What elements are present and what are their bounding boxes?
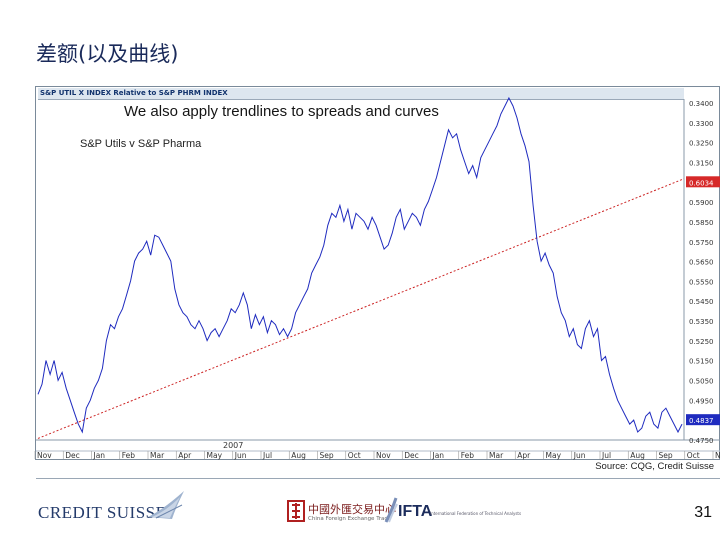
x-tick-label: May: [546, 451, 562, 460]
x-tick-label: Aug: [291, 451, 306, 460]
y-tick-label: 0.5150: [689, 358, 714, 366]
y-value-flag: [686, 176, 720, 188]
x-tick-label: Feb: [122, 451, 136, 460]
page-number: 31: [694, 504, 712, 521]
y-tick-label: 0.4837: [689, 417, 714, 425]
y-tick-label: 0.5550: [689, 278, 714, 286]
y-tick-label: 0.3300: [689, 120, 714, 128]
y-tick-label: 0.4750: [689, 437, 714, 445]
chart-frame: [35, 86, 720, 460]
ifta-mark-icon: [384, 497, 398, 523]
x-tick-label: Jan: [93, 451, 106, 460]
x-tick-label: Jan: [432, 451, 445, 460]
x-tick-label: Apr: [178, 451, 192, 460]
x-tick-label: Dec: [404, 451, 419, 460]
x-tick-label: Jul: [262, 451, 272, 460]
x-tick-label: May: [207, 451, 223, 460]
x-tick-label: N: [715, 451, 720, 460]
x-tick-label: Feb: [461, 451, 475, 460]
chart-header-bar: [38, 88, 684, 100]
x-tick-label: Apr: [517, 451, 531, 460]
y-tick-label: 0.3150: [689, 159, 714, 167]
y-tick-label: 0.3400: [689, 100, 714, 108]
footer-divider: [36, 478, 720, 479]
year-label: 2007: [223, 441, 243, 450]
x-tick-label: Mar: [150, 451, 165, 460]
credit-suisse-logo: CREDIT SUISSE: [38, 503, 167, 522]
x-tick-label: Nov: [376, 451, 391, 460]
y-value-flag: [686, 414, 720, 426]
y-tick-label: 0.5750: [689, 239, 714, 247]
x-tick-label: Sep: [320, 451, 334, 460]
y-tick-label: 0.5650: [689, 259, 714, 267]
y-tick-label: 0.6034: [689, 179, 714, 187]
y-tick-label: 0.5350: [689, 318, 714, 326]
y-tick-label: 0.5050: [689, 378, 714, 386]
series-legend: S&P Utils v S&P Pharma: [80, 138, 202, 150]
y-tick-label: 0.5450: [689, 298, 714, 306]
chart-header-text: S&P UTIL X INDEX Relative to S&P PHRM IN…: [40, 89, 228, 97]
x-tick-label: Oct: [687, 451, 700, 460]
y-tick-label: 0.5850: [689, 219, 714, 227]
ifta-subtitle: International Federation of Technical An…: [430, 511, 522, 516]
x-tick-label: Sep: [659, 451, 673, 460]
y-tick-label: 0.3250: [689, 140, 714, 148]
x-tick-label: Jun: [234, 451, 247, 460]
x-tick-label: Mar: [489, 451, 504, 460]
partner-name-cn: 中國外匯交易中心: [308, 503, 396, 516]
source-note: Source: CQG, Credit Suisse: [595, 461, 714, 472]
y-tick-label: 0.5900: [689, 199, 714, 207]
slide-title: 差额(以及曲线): [36, 42, 179, 66]
chart-annotation: We also apply trendlines to spreads and …: [122, 103, 441, 120]
x-tick-label: Jun: [573, 451, 586, 460]
x-tick-label: Jul: [601, 451, 611, 460]
series-line: [37, 96, 683, 434]
x-tick-label: Dec: [65, 451, 80, 460]
x-tick-label: Aug: [630, 451, 645, 460]
partner-emblem-icon: [287, 500, 305, 522]
x-tick-label: Oct: [348, 451, 361, 460]
partner-name-en: China Foreign Exchange Trade: [308, 516, 392, 522]
y-tick-label: 0.5250: [689, 338, 714, 346]
x-tick-label: Nov: [37, 451, 52, 460]
ifta-logo: IFTA: [398, 503, 433, 520]
trendline: [37, 178, 685, 439]
y-tick-label: 0.4950: [689, 397, 714, 405]
sail-icon: [148, 491, 184, 519]
